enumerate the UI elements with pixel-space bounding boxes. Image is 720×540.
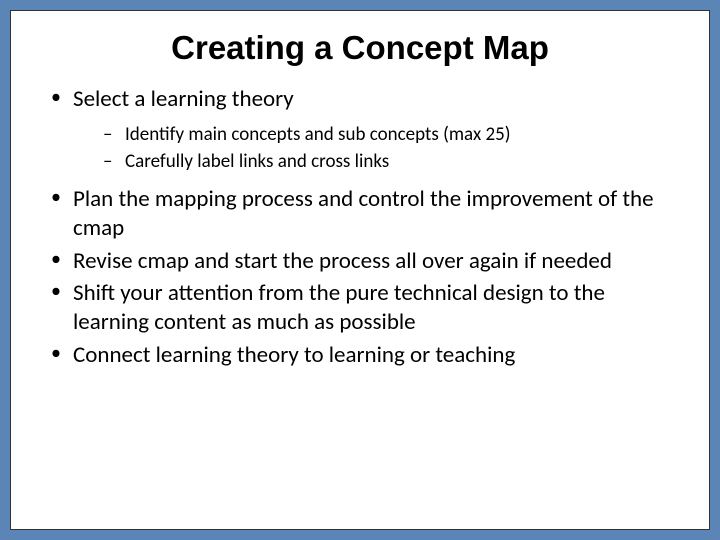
list-item: Select a learning theory Identify main c… [45,85,675,175]
list-item-text: Connect learning theory to learning or t… [73,341,515,369]
list-item-text: Identify main concepts and sub concepts … [125,123,511,146]
list-item-text: Select a learning theory [73,85,294,113]
list-item-text: Carefully label links and cross links [125,150,389,173]
list-item: Identify main concepts and sub concepts … [73,122,675,148]
slide: Creating a Concept Map Select a learning… [10,10,710,530]
bullet-list-level2: Identify main concepts and sub concepts … [73,122,675,175]
list-item: Connect learning theory to learning or t… [45,341,675,370]
list-item: Carefully label links and cross links [73,149,675,175]
list-item: Shift your attention from the pure techn… [45,279,675,337]
list-item: Plan the mapping process and control the… [45,185,675,243]
slide-title: Creating a Concept Map [45,29,675,67]
list-item-text: Plan the mapping process and control the… [73,185,654,242]
list-item-text: Shift your attention from the pure techn… [73,279,605,336]
list-item-text: Revise cmap and start the process all ov… [73,247,612,275]
bullet-list-level1: Select a learning theory Identify main c… [45,85,675,370]
list-item: Revise cmap and start the process all ov… [45,247,675,276]
